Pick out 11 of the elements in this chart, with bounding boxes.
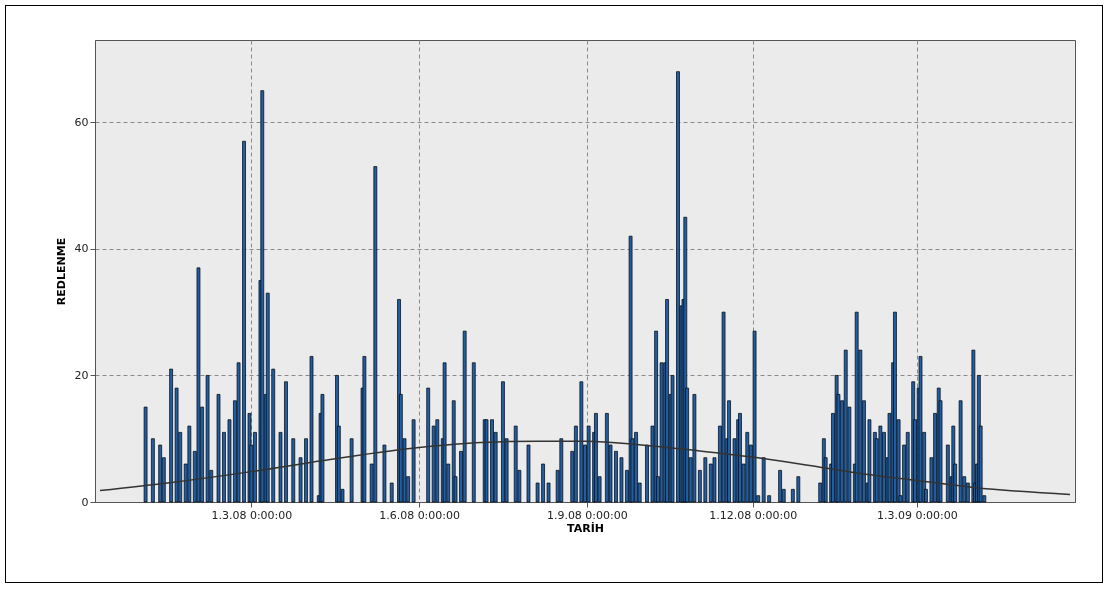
y-tick-label: 60 — [74, 115, 89, 129]
y-tick-label: 20 — [74, 368, 89, 382]
x-axis-title: TARİH — [567, 520, 604, 535]
y-tick-label: 40 — [74, 242, 89, 256]
x-tick-label: 1.3.08 0:00:00 — [211, 508, 293, 522]
x-tick-label: 1.9.08 0:00:00 — [546, 508, 628, 522]
x-tick-label: 1.12.08 0:00:00 — [709, 508, 798, 522]
x-tick-label: 1.6.08 0:00:00 — [379, 508, 461, 522]
y-axis-title: REDLENME — [54, 237, 68, 306]
x-tick-label: 1.3.09 0:00:00 — [876, 508, 958, 522]
y-tick-label: 0 — [81, 495, 89, 509]
